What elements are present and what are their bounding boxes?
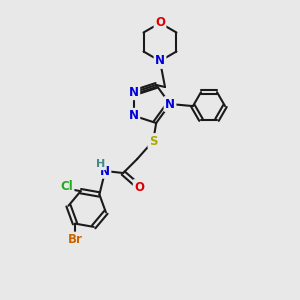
Text: O: O [134,181,144,194]
Text: O: O [155,16,165,29]
Text: N: N [129,86,139,99]
Text: N: N [155,55,165,68]
Text: N: N [165,98,175,110]
Text: S: S [149,134,158,148]
Text: N: N [129,109,139,122]
Text: Br: Br [68,233,82,246]
Text: Cl: Cl [60,180,73,193]
Text: H: H [96,159,105,169]
Text: N: N [100,164,110,178]
